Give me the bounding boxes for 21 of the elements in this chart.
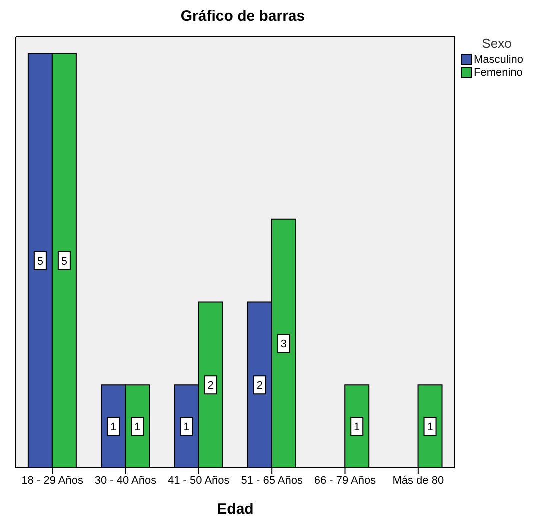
data-label: 1 (184, 422, 190, 434)
data-label: 5 (61, 256, 68, 268)
data-label: 1 (427, 422, 434, 434)
legend-title: Sexo (481, 36, 513, 51)
x-tick-label: 30 - 40 Años (94, 474, 158, 487)
x-tick-label: 18 - 29 Años (22, 474, 84, 487)
data-label: 3 (280, 338, 287, 351)
data-label: 2 (208, 380, 214, 392)
data-label: 1 (110, 422, 117, 434)
data-label: 1 (354, 422, 360, 434)
x-axis-title: Edad (217, 501, 254, 518)
data-label: 5 (37, 256, 44, 268)
x-tick-label: Más de 80 (392, 474, 444, 487)
chart-title: Gráfico de barras (180, 8, 306, 27)
legend-label: Femenino (474, 66, 523, 78)
data-label: 2 (256, 380, 263, 392)
x-tick-label: 51 - 65 Años (241, 474, 304, 487)
x-tick-label: 66 - 79 Años (314, 474, 377, 487)
data-label: 1 (134, 422, 141, 434)
x-tick-label: 41 - 50 Años (168, 474, 230, 487)
legend-label: Masculino (474, 54, 524, 66)
